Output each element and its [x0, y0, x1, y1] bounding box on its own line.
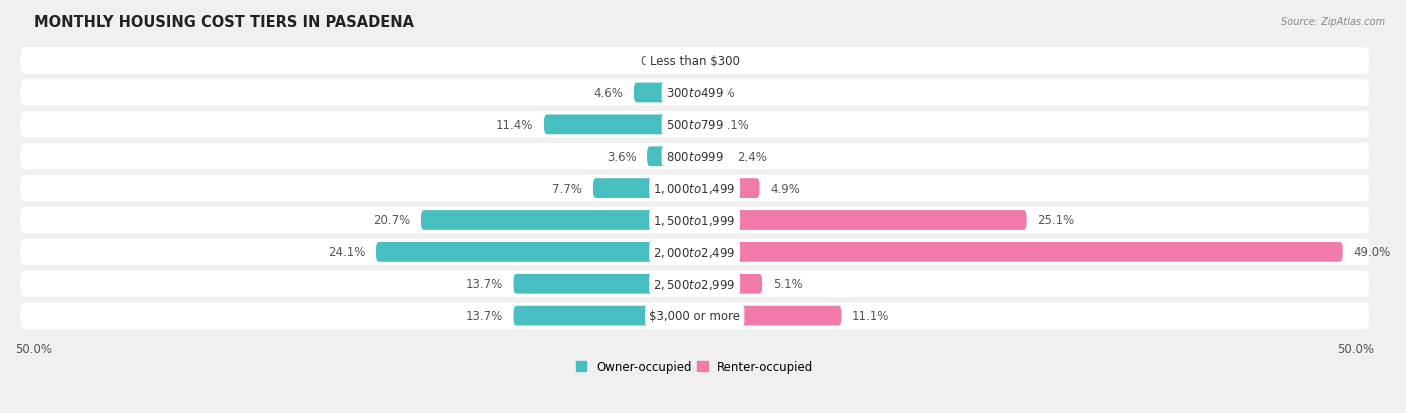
Text: $500 to $799: $500 to $799: [666, 119, 724, 132]
FancyBboxPatch shape: [544, 115, 695, 135]
FancyBboxPatch shape: [695, 179, 759, 199]
Text: MONTHLY HOUSING COST TIERS IN PASADENA: MONTHLY HOUSING COST TIERS IN PASADENA: [34, 15, 413, 30]
FancyBboxPatch shape: [20, 143, 1369, 170]
FancyBboxPatch shape: [695, 115, 709, 135]
Text: $1,500 to $1,999: $1,500 to $1,999: [654, 214, 735, 228]
Text: $2,500 to $2,999: $2,500 to $2,999: [654, 277, 735, 291]
Text: 1.1%: 1.1%: [720, 119, 749, 132]
Text: 2.4%: 2.4%: [737, 150, 766, 164]
FancyBboxPatch shape: [647, 147, 695, 167]
FancyBboxPatch shape: [688, 52, 695, 71]
FancyBboxPatch shape: [695, 147, 727, 167]
Legend: Owner-occupied, Renter-occupied: Owner-occupied, Renter-occupied: [571, 356, 818, 378]
FancyBboxPatch shape: [695, 211, 1026, 230]
FancyBboxPatch shape: [375, 242, 695, 262]
Text: 49.0%: 49.0%: [1354, 246, 1391, 259]
FancyBboxPatch shape: [20, 302, 1369, 329]
Text: Source: ZipAtlas.com: Source: ZipAtlas.com: [1281, 17, 1385, 26]
Text: 25.1%: 25.1%: [1038, 214, 1074, 227]
Text: $800 to $999: $800 to $999: [666, 150, 724, 164]
Text: 3.6%: 3.6%: [607, 150, 637, 164]
Text: $2,000 to $2,499: $2,000 to $2,499: [654, 245, 735, 259]
FancyBboxPatch shape: [634, 83, 695, 103]
Text: 11.4%: 11.4%: [496, 119, 533, 132]
Text: 13.7%: 13.7%: [465, 278, 503, 290]
FancyBboxPatch shape: [695, 274, 762, 294]
FancyBboxPatch shape: [695, 242, 1343, 262]
Text: 4.9%: 4.9%: [770, 182, 800, 195]
FancyBboxPatch shape: [20, 175, 1369, 202]
Text: $300 to $499: $300 to $499: [666, 87, 724, 100]
FancyBboxPatch shape: [420, 211, 695, 230]
Text: 24.1%: 24.1%: [328, 246, 366, 259]
FancyBboxPatch shape: [20, 271, 1369, 297]
FancyBboxPatch shape: [20, 239, 1369, 266]
FancyBboxPatch shape: [20, 207, 1369, 234]
FancyBboxPatch shape: [20, 80, 1369, 107]
FancyBboxPatch shape: [20, 112, 1369, 138]
Text: 4.6%: 4.6%: [593, 87, 623, 100]
Text: 7.7%: 7.7%: [553, 182, 582, 195]
Text: 0.49%: 0.49%: [640, 55, 678, 68]
Text: $3,000 or more: $3,000 or more: [650, 309, 740, 322]
FancyBboxPatch shape: [695, 306, 842, 326]
FancyBboxPatch shape: [513, 306, 695, 326]
Text: 11.1%: 11.1%: [852, 309, 890, 322]
FancyBboxPatch shape: [593, 179, 695, 199]
FancyBboxPatch shape: [513, 274, 695, 294]
Text: 0.0%: 0.0%: [706, 87, 735, 100]
Text: $1,000 to $1,499: $1,000 to $1,499: [654, 182, 735, 196]
FancyBboxPatch shape: [20, 48, 1369, 75]
Text: Less than $300: Less than $300: [650, 55, 740, 68]
Text: 13.7%: 13.7%: [465, 309, 503, 322]
Text: 20.7%: 20.7%: [373, 214, 411, 227]
Text: 0.0%: 0.0%: [706, 55, 735, 68]
Text: 5.1%: 5.1%: [773, 278, 803, 290]
